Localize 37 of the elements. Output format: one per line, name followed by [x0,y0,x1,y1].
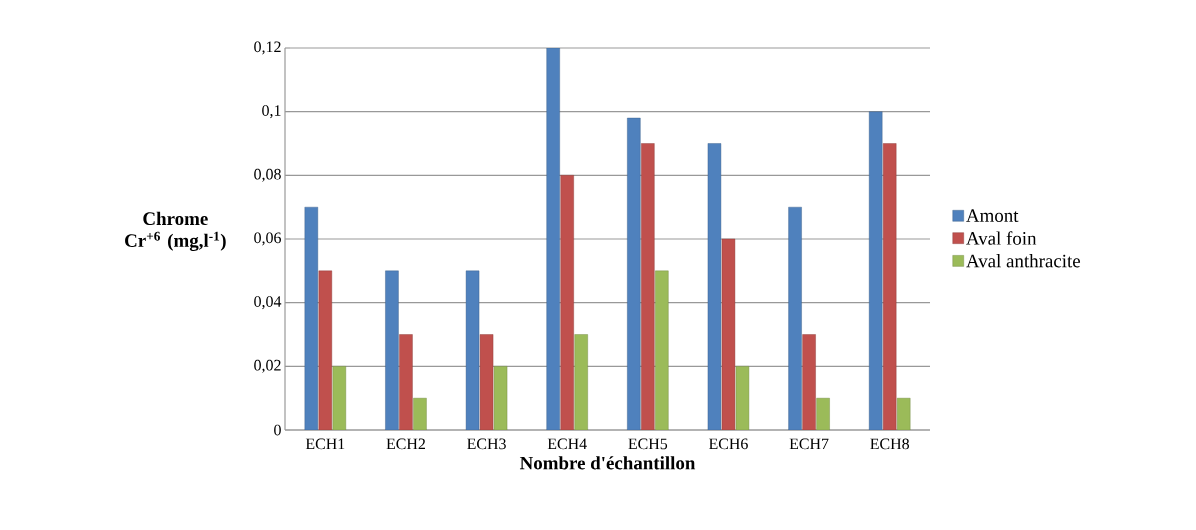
x-tick-label: ECH8 [870,438,909,450]
legend-label: Aval anthracite [966,254,1081,268]
x-tick-label: ECH3 [467,438,506,450]
text: Chrome Cr$^{+6}$ (mg,l$^{-1}$) [125,211,226,251]
bar [788,206,802,430]
x-tick-label: ECH1 [305,438,345,450]
bar [574,334,588,430]
x-tick-label: ECH5 [628,438,668,450]
y-tick-label: 0,04 [254,296,282,310]
bar [560,175,574,430]
legend-label: Amont [966,209,1019,222]
bar [882,143,897,430]
y-tick-label: 0,12 [254,41,281,55]
bar [332,366,347,430]
x-tick-label: ECH2 [386,438,425,450]
bar [655,270,669,430]
x-axis-title: Nombre d'échantillon [519,456,696,470]
y-tick-label: 0,08 [254,168,281,182]
bar [627,117,641,430]
x-tick-label: ECH6 [708,438,748,450]
bar [546,48,560,430]
bar [707,143,722,430]
y-tick-label: 0 [274,424,281,436]
bar [465,270,480,430]
y-tick-label: 0,06 [254,232,282,246]
bar [641,143,655,430]
bar [385,270,399,430]
bar [868,111,883,430]
bar [304,206,319,430]
y-tick-label: 0,1 [262,105,281,119]
bar [802,334,816,430]
x-tick-label: ECH4 [547,438,587,450]
legend-label: Aval foin [966,231,1037,245]
y-tick-label: 0,02 [254,359,281,373]
bar [318,270,333,430]
bar [399,334,413,430]
x-tick-label: ECH7 [789,438,829,450]
